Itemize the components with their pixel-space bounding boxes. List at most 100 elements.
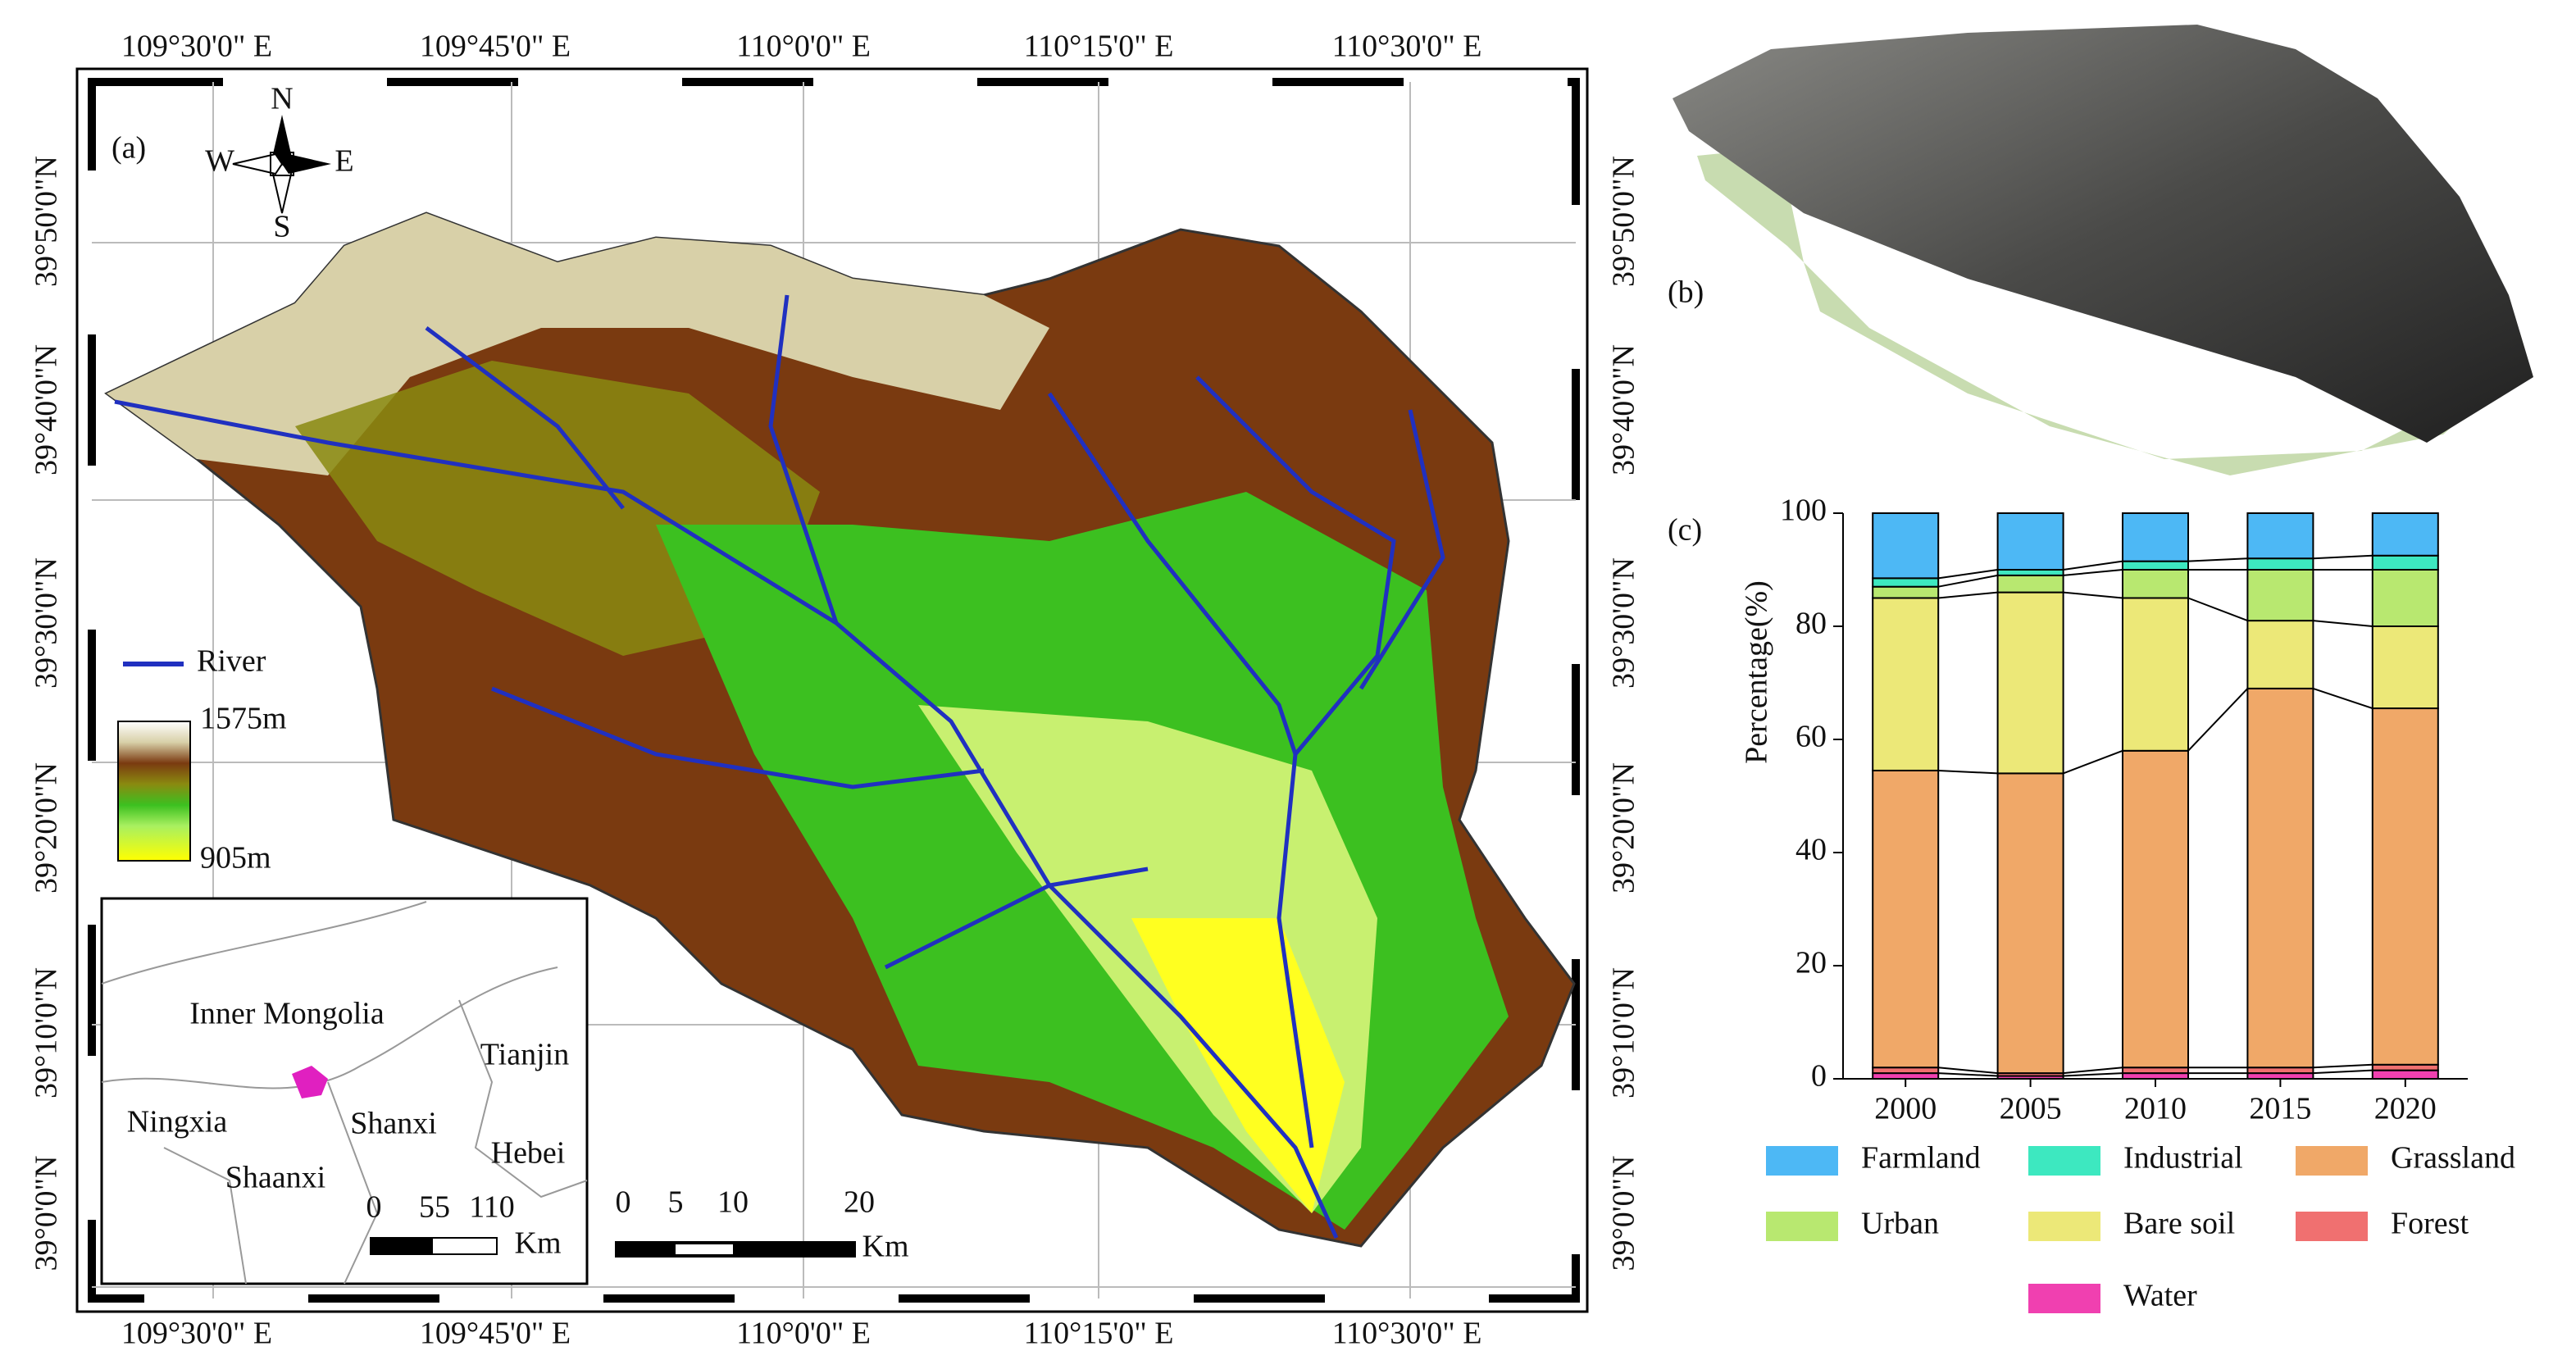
bar-segment xyxy=(2246,620,2314,689)
legend-label: Forest xyxy=(2391,1207,2469,1241)
region-label: Shaanxi xyxy=(225,1161,325,1195)
lat-label: 39°0'0"N xyxy=(1607,1156,1641,1271)
bar-segment xyxy=(2371,707,2439,1066)
inset-borders xyxy=(101,901,588,1285)
inset-frame xyxy=(100,897,589,1285)
legend-label: 1575m xyxy=(200,702,287,736)
lat-label: 39°50'0"N xyxy=(1607,156,1641,287)
link-line xyxy=(2187,557,2248,562)
lon-label: 109°30'0" E xyxy=(121,1317,272,1351)
link-line xyxy=(2063,569,2123,576)
panel-label: (a) xyxy=(112,131,146,166)
legend-label: 905m xyxy=(200,841,271,876)
region-label: Ningxia xyxy=(127,1105,228,1139)
scale-label: 5 xyxy=(668,1185,684,1220)
bar-segment xyxy=(1872,597,1940,771)
lon-label: 110°15'0" E xyxy=(1024,1317,1174,1351)
bar-segment xyxy=(1872,1067,1940,1075)
lon-label: 110°30'0" E xyxy=(1332,1317,1482,1351)
x-tick-label: 2005 xyxy=(2000,1092,2062,1126)
x-tick-label: 2020 xyxy=(2374,1092,2437,1126)
bar-segment xyxy=(2371,625,2439,710)
legend-label: Industrial xyxy=(2123,1141,2243,1176)
bar-segment xyxy=(1996,772,2064,1075)
x-tick-label: 2010 xyxy=(2124,1092,2187,1126)
legend-swatch xyxy=(1766,1212,1838,1241)
bar-segment xyxy=(1872,577,1940,588)
bar-segment xyxy=(2246,557,2314,571)
lat-label: 39°10'0"N xyxy=(1607,967,1641,1098)
region-label: Inner Mongolia xyxy=(189,997,385,1031)
scale-unit: Km xyxy=(862,1230,909,1264)
legend-swatch xyxy=(2296,1212,2368,1241)
scale-bar-white xyxy=(676,1244,733,1254)
panel-label: (c) xyxy=(1668,513,1702,548)
bar-segment xyxy=(2246,1072,2314,1080)
lon-label: 110°15'0" E xyxy=(1024,30,1174,64)
bar-segment xyxy=(2246,512,2314,560)
region-label: Hebei xyxy=(491,1136,566,1171)
bar-segment xyxy=(2122,1072,2189,1080)
link-line xyxy=(2187,597,2248,622)
lon-label: 109°45'0" E xyxy=(420,1317,571,1351)
bar-segment xyxy=(2122,512,2189,562)
link-line xyxy=(2313,620,2373,627)
region-label: Tianjin xyxy=(480,1038,569,1072)
legend-swatch xyxy=(2028,1146,2100,1176)
lon-label: 110°30'0" E xyxy=(1332,30,1482,64)
compass-label: W xyxy=(205,144,234,179)
inset-scale-unit: Km xyxy=(515,1226,562,1261)
bar-segment xyxy=(2246,687,2314,1069)
link-line xyxy=(1938,569,1998,580)
scale-label: 20 xyxy=(844,1185,875,1220)
compass-label: N xyxy=(271,82,293,116)
link-line xyxy=(2063,560,2123,571)
bar-segment xyxy=(1996,569,2064,576)
lat-label: 39°20'0"N xyxy=(1607,762,1641,894)
legend-swatch xyxy=(2028,1284,2100,1313)
y-axis-label: Percentage(%) xyxy=(1740,580,1774,764)
lat-label: 39°20'0"N xyxy=(30,762,64,894)
link-line xyxy=(1938,1072,1998,1077)
y-tick-label: 20 xyxy=(1795,946,1827,980)
scale-label: 0 xyxy=(616,1185,631,1220)
bar-segment xyxy=(1996,512,2064,571)
lat-label: 39°30'0"N xyxy=(1607,557,1641,689)
lat-label: 39°50'0"N xyxy=(30,156,64,287)
bar-segment xyxy=(2246,569,2314,622)
link-line xyxy=(2063,1067,2123,1075)
inset-scale-label: 0 xyxy=(366,1190,382,1225)
lat-label: 39°10'0"N xyxy=(30,967,64,1098)
legend-label: River xyxy=(197,644,266,679)
link-line xyxy=(1938,591,1998,599)
link-line xyxy=(2063,1072,2123,1077)
bar-segment xyxy=(1872,585,1940,599)
link-line xyxy=(1938,769,1998,775)
link-line xyxy=(1938,1067,1998,1075)
lon-label: 109°45'0" E xyxy=(420,30,571,64)
link-line xyxy=(2313,554,2373,560)
bar-segment xyxy=(2371,1063,2439,1071)
bar-segment xyxy=(1872,769,1940,1069)
legend-label: Grassland xyxy=(2391,1141,2515,1176)
bar-segment xyxy=(2371,1069,2439,1080)
rivers xyxy=(114,294,1445,1239)
scale-bar xyxy=(615,1241,856,1258)
bar-segment xyxy=(2371,569,2439,627)
link-line xyxy=(2063,749,2123,775)
link-line xyxy=(2063,591,2123,599)
y-tick-label: 60 xyxy=(1795,720,1827,754)
legend-label: Water xyxy=(2123,1279,2197,1313)
map-border xyxy=(88,78,1580,1303)
bar-segment xyxy=(2122,749,2189,1069)
bar-segment xyxy=(2122,597,2189,752)
elevation-ramp xyxy=(117,721,191,862)
y-tick-label: 100 xyxy=(1780,493,1827,528)
bar-segment xyxy=(2122,569,2189,599)
legend-swatch xyxy=(2296,1146,2368,1176)
region-label: Shanxi xyxy=(350,1107,437,1141)
lat-label: 39°40'0"N xyxy=(1607,344,1641,475)
link-line xyxy=(2313,1063,2373,1069)
bar-segment xyxy=(1996,591,2064,775)
